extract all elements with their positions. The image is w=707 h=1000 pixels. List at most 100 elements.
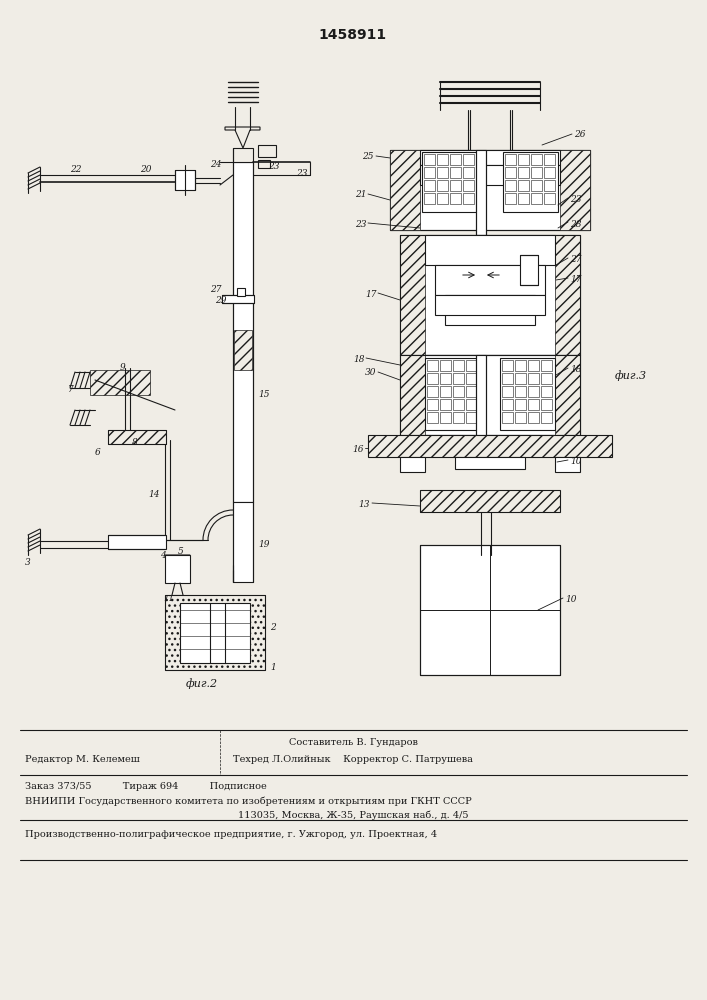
Bar xyxy=(258,145,276,157)
Bar xyxy=(502,399,513,410)
Bar xyxy=(233,502,253,582)
Bar xyxy=(175,170,195,190)
Bar xyxy=(453,360,464,371)
Bar xyxy=(518,193,529,204)
Text: Техред Л.Олийнык    Корректор С. Патрушева: Техред Л.Олийнык Корректор С. Патрушева xyxy=(233,755,473,764)
Bar xyxy=(435,265,545,295)
Text: 16: 16 xyxy=(352,445,363,454)
Bar xyxy=(400,355,580,435)
Text: 14: 14 xyxy=(148,490,160,499)
Bar xyxy=(234,330,252,370)
Bar xyxy=(108,430,166,444)
Text: 23: 23 xyxy=(268,162,279,171)
Bar xyxy=(463,180,474,191)
Bar xyxy=(427,412,438,423)
Bar xyxy=(515,399,526,410)
Bar xyxy=(108,430,166,444)
Bar xyxy=(425,358,480,430)
Bar xyxy=(505,167,516,178)
Bar xyxy=(463,193,474,204)
Bar xyxy=(502,386,513,397)
Text: 10: 10 xyxy=(565,595,576,604)
Text: 15: 15 xyxy=(258,390,269,399)
Bar xyxy=(368,435,612,457)
Bar xyxy=(463,167,474,178)
Text: 24: 24 xyxy=(210,160,221,169)
Text: 18: 18 xyxy=(570,365,581,374)
Bar xyxy=(420,545,560,675)
Bar xyxy=(531,167,542,178)
Bar xyxy=(453,386,464,397)
Bar xyxy=(515,412,526,423)
Bar xyxy=(445,295,535,325)
Bar xyxy=(450,154,461,165)
Text: 1458911: 1458911 xyxy=(319,28,387,42)
Bar xyxy=(560,150,590,230)
Bar xyxy=(466,399,477,410)
Bar xyxy=(237,288,245,296)
Text: Составитель В. Гундаров: Составитель В. Гундаров xyxy=(288,738,417,747)
Text: 27: 27 xyxy=(570,255,581,264)
Bar xyxy=(258,160,270,168)
Text: 23: 23 xyxy=(296,169,308,178)
Bar xyxy=(400,355,580,435)
Bar xyxy=(476,355,486,435)
Bar xyxy=(400,235,580,355)
Bar xyxy=(541,412,552,423)
Bar xyxy=(555,235,580,355)
Text: фиг.3: фиг.3 xyxy=(615,370,647,381)
Text: 18: 18 xyxy=(353,355,365,364)
Text: 29: 29 xyxy=(215,296,226,305)
Bar xyxy=(450,180,461,191)
Text: 5: 5 xyxy=(178,547,184,556)
Bar xyxy=(233,148,253,162)
Bar xyxy=(420,490,560,512)
Bar xyxy=(400,235,425,355)
Bar xyxy=(420,165,560,185)
Bar xyxy=(515,386,526,397)
Bar xyxy=(518,167,529,178)
Bar xyxy=(544,154,555,165)
Bar xyxy=(544,193,555,204)
Bar xyxy=(544,167,555,178)
Bar xyxy=(455,457,525,469)
Bar xyxy=(531,180,542,191)
Text: 20: 20 xyxy=(140,165,151,174)
Bar xyxy=(502,360,513,371)
Bar xyxy=(437,154,448,165)
Bar xyxy=(400,235,580,355)
Text: 9: 9 xyxy=(120,363,126,372)
Bar xyxy=(515,360,526,371)
Bar xyxy=(476,150,486,235)
Bar xyxy=(502,373,513,384)
Text: 17: 17 xyxy=(570,275,581,284)
Bar xyxy=(427,360,438,371)
Bar xyxy=(555,355,580,435)
Bar xyxy=(427,373,438,384)
Bar xyxy=(427,386,438,397)
Text: 7: 7 xyxy=(68,385,74,394)
Text: 21: 21 xyxy=(355,190,366,199)
Bar xyxy=(440,412,451,423)
Bar xyxy=(222,295,254,303)
Polygon shape xyxy=(225,127,260,148)
Text: 13: 13 xyxy=(358,500,370,509)
Bar xyxy=(437,167,448,178)
Bar xyxy=(544,180,555,191)
Text: 8: 8 xyxy=(132,438,138,447)
Bar xyxy=(500,358,555,430)
Bar xyxy=(453,412,464,423)
Bar xyxy=(528,373,539,384)
Bar xyxy=(505,154,516,165)
Bar xyxy=(424,167,435,178)
Bar xyxy=(425,235,555,265)
Bar xyxy=(466,373,477,384)
Text: 11: 11 xyxy=(163,595,174,603)
Bar xyxy=(555,457,580,472)
Bar xyxy=(453,373,464,384)
Bar xyxy=(505,180,516,191)
Bar xyxy=(466,386,477,397)
Bar xyxy=(424,193,435,204)
Bar xyxy=(165,595,265,670)
Bar xyxy=(427,399,438,410)
